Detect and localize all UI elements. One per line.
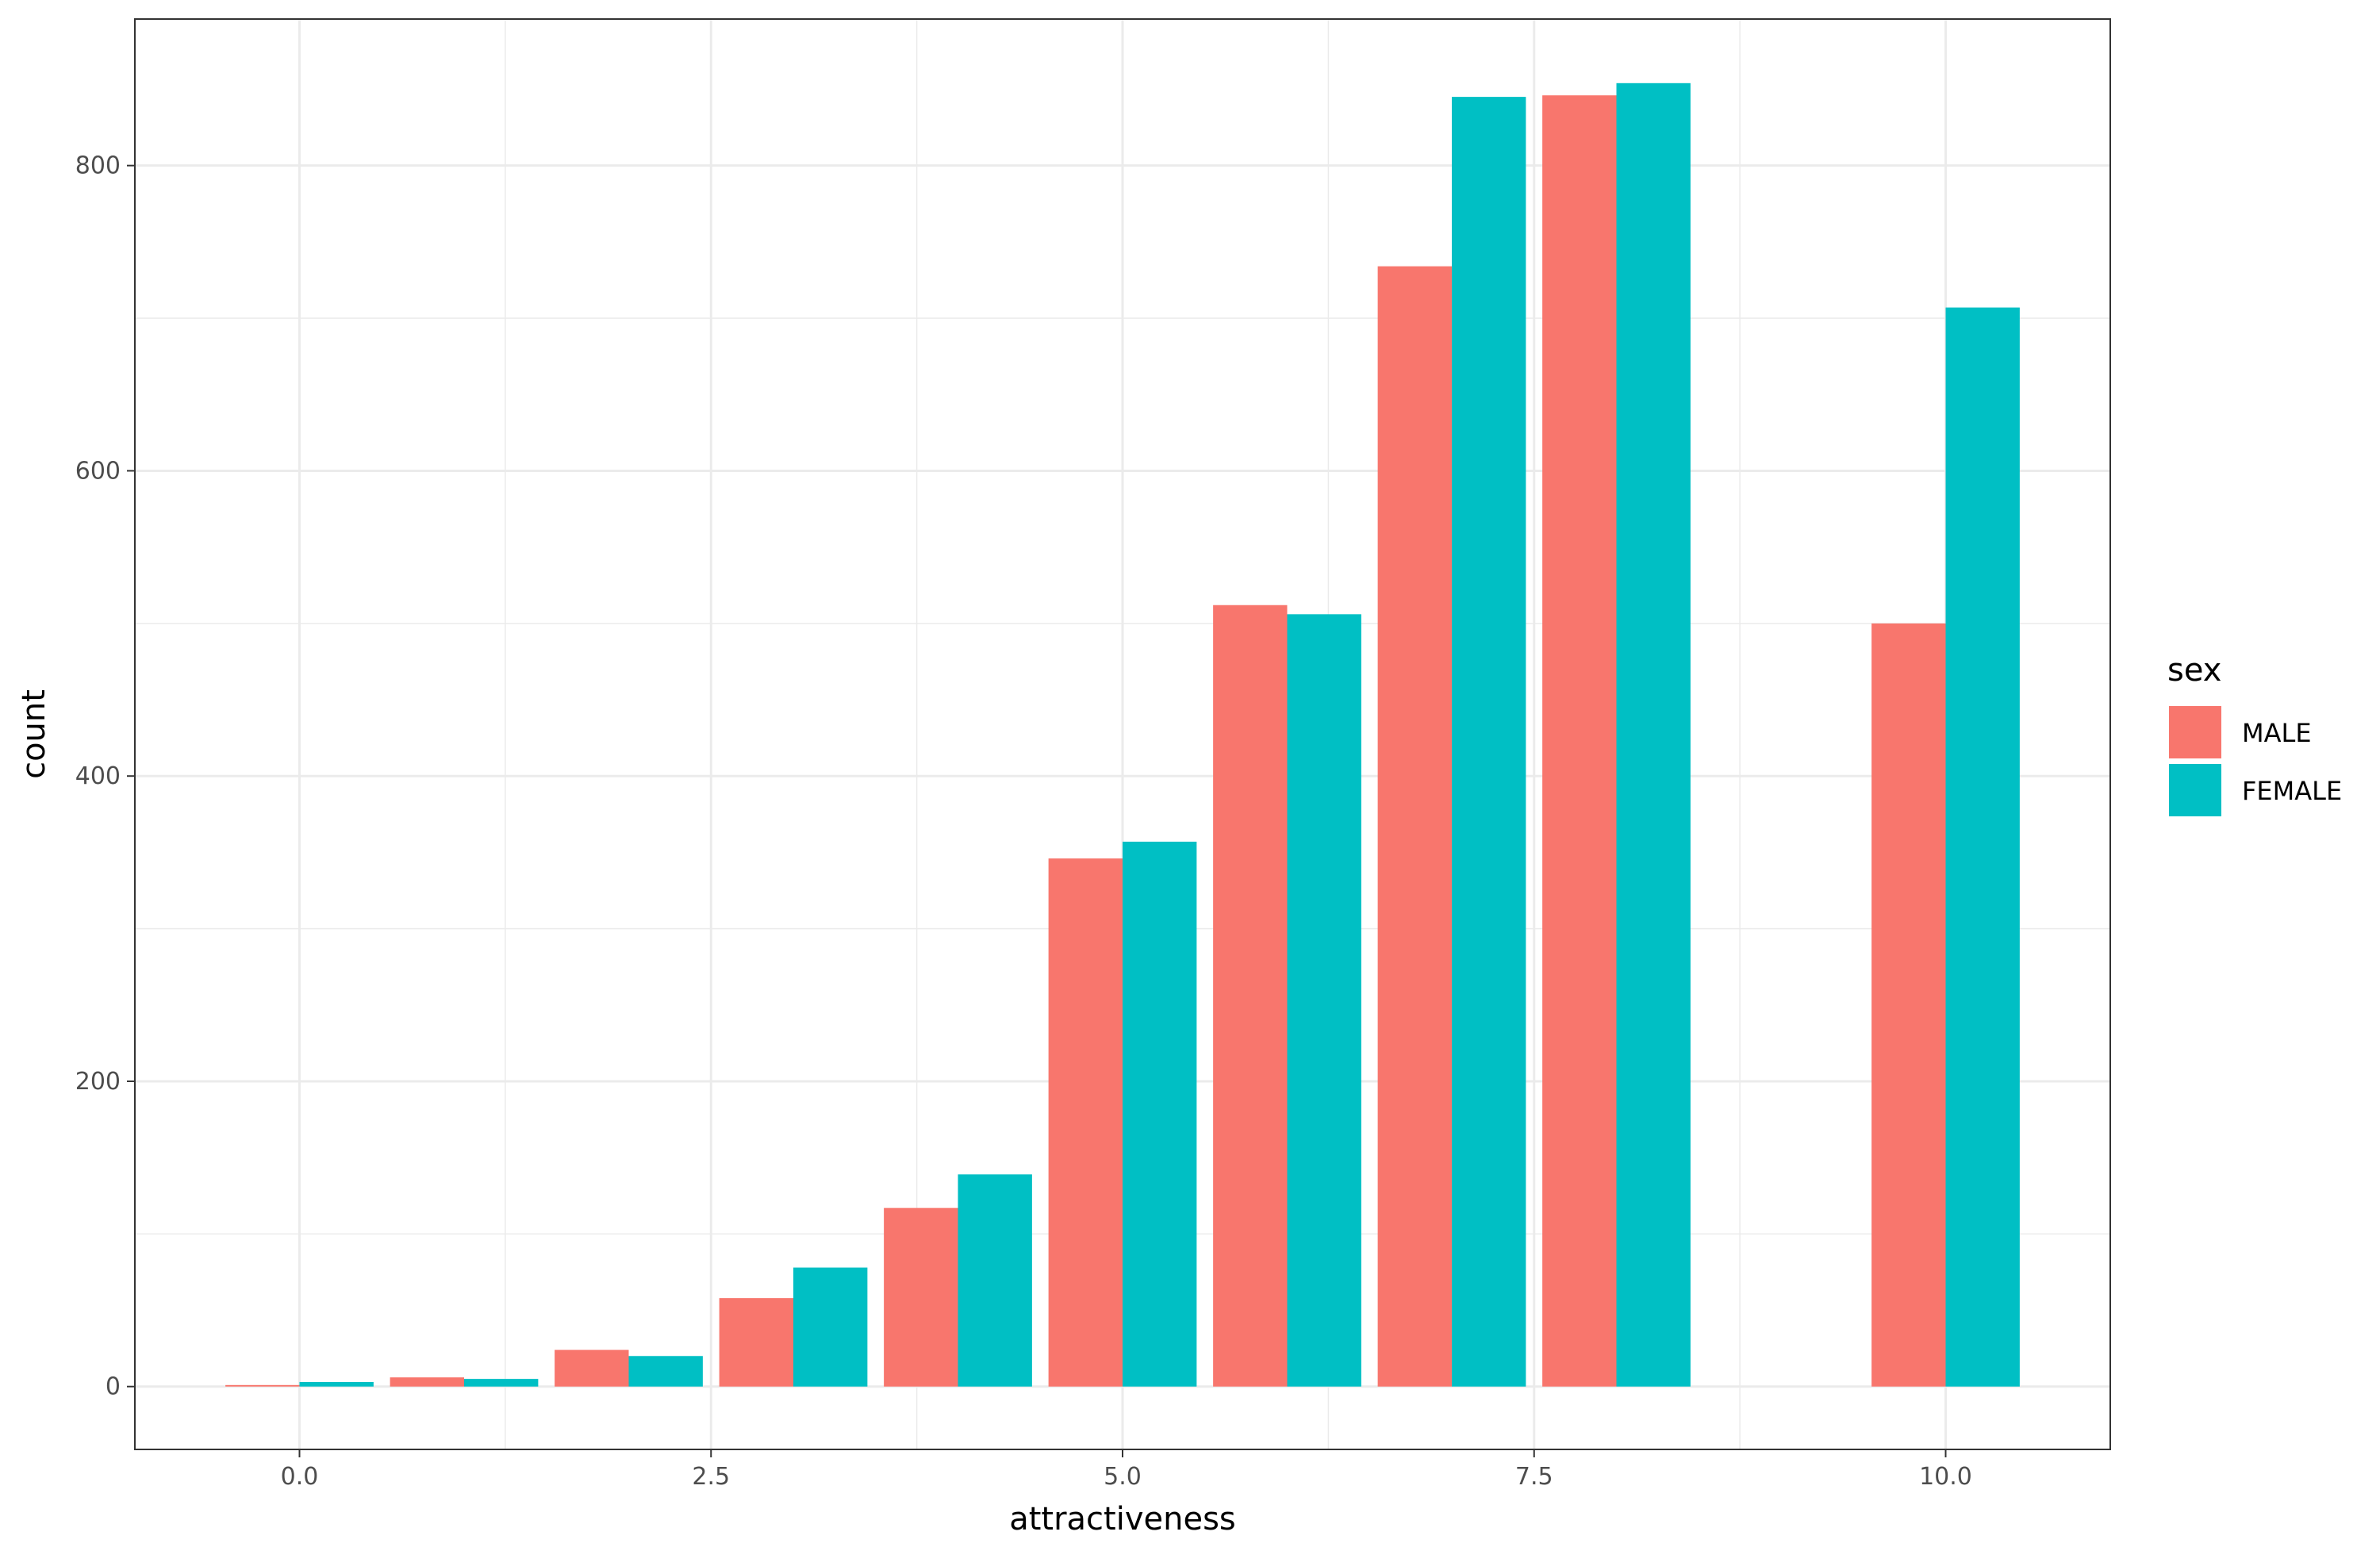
bar-female — [299, 1381, 374, 1387]
y-tick-label: 800 — [75, 152, 121, 180]
bar-male — [1871, 623, 1946, 1387]
legend: sex MALE FEMALE — [2167, 652, 2342, 816]
x-tick-label: 5.0 — [1104, 1463, 1142, 1491]
y-tick-label: 0 — [106, 1373, 121, 1401]
x-tick-label: 7.5 — [1515, 1463, 1553, 1491]
legend-key-female — [2169, 764, 2221, 816]
bar-female — [1452, 97, 1526, 1387]
bar-male — [1213, 605, 1288, 1387]
x-axis-ticks: 0.0 2.5 5.0 7.5 10.0 — [281, 1449, 1972, 1491]
x-axis-title: attractiveness — [1009, 1501, 1236, 1537]
bar-female — [1616, 83, 1691, 1387]
y-axis-ticks: 0 200 400 600 800 — [75, 152, 135, 1401]
y-tick-label: 400 — [75, 762, 121, 790]
bar-female — [1945, 307, 2020, 1387]
bar-male — [225, 1384, 300, 1387]
legend-label-female: FEMALE — [2242, 776, 2342, 806]
bar-male — [1048, 858, 1123, 1387]
bar-male — [390, 1377, 464, 1387]
bar-male — [719, 1298, 793, 1387]
bar-female — [1123, 841, 1197, 1387]
legend-items: MALE FEMALE — [2169, 706, 2342, 816]
x-tick-label: 10.0 — [1919, 1463, 1972, 1491]
x-tick-label: 0.0 — [281, 1463, 319, 1491]
x-tick-label: 2.5 — [692, 1463, 730, 1491]
bar-female — [1287, 614, 1361, 1387]
y-tick-label: 200 — [75, 1068, 121, 1096]
y-axis-title: count — [16, 689, 52, 779]
bar-male — [884, 1207, 958, 1387]
bars — [225, 83, 2020, 1387]
bar-female — [628, 1356, 703, 1387]
bar-male — [1542, 95, 1617, 1387]
bar-male — [555, 1349, 629, 1387]
legend-label-male: MALE — [2242, 718, 2312, 748]
bar-male — [1377, 266, 1452, 1387]
bar-female — [793, 1267, 868, 1387]
bar-female — [464, 1379, 539, 1387]
legend-key-male — [2169, 706, 2221, 758]
bar-female — [958, 1174, 1032, 1387]
y-tick-label: 600 — [75, 457, 121, 485]
legend-title: sex — [2167, 652, 2221, 689]
